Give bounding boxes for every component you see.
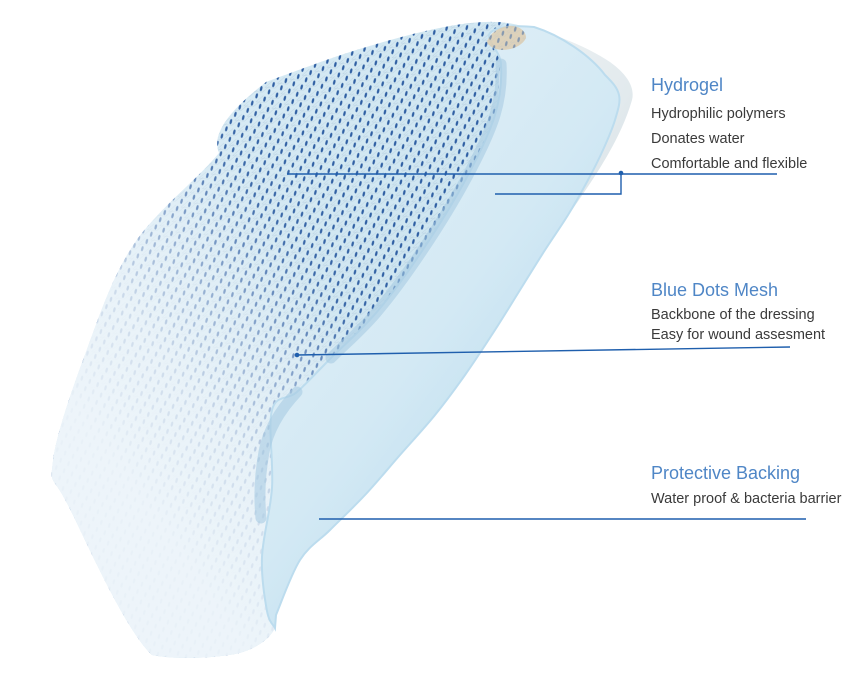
svg-text:Donates water: Donates water: [651, 131, 745, 147]
svg-text:Hydrogel: Hydrogel: [651, 75, 723, 95]
svg-text:Blue Dots Mesh: Blue Dots Mesh: [651, 280, 778, 300]
svg-text:Easy for wound assesment: Easy for wound assesment: [651, 327, 825, 343]
svg-text:Backbone of the dressing: Backbone of the dressing: [651, 307, 815, 323]
svg-text:Hydrophilic polymers: Hydrophilic polymers: [651, 106, 786, 122]
svg-text:Protective Backing: Protective Backing: [651, 463, 800, 483]
svg-text:Comfortable and flexible: Comfortable and flexible: [651, 156, 807, 172]
svg-text:Water proof & bacteria barrier: Water proof & bacteria barrier: [651, 491, 842, 507]
